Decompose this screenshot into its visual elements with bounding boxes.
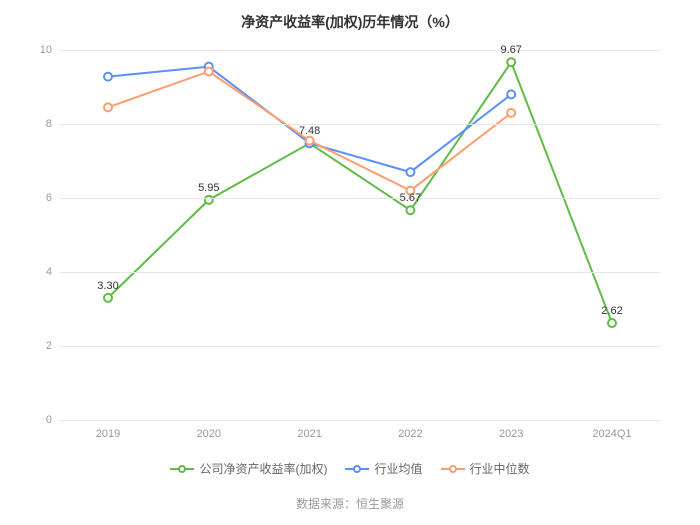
y-tick-label: 8	[46, 118, 52, 130]
data-label: 5.67	[400, 192, 421, 204]
legend: 公司净资产收益率(加权) 行业均值 行业中位数	[0, 460, 700, 477]
y-tick-label: 6	[46, 192, 52, 204]
data-point	[306, 137, 314, 145]
data-point	[406, 168, 414, 176]
legend-item[interactable]: 公司净资产收益率(加权)	[170, 460, 327, 477]
data-label: 9.67	[500, 44, 521, 56]
data-label: 5.95	[198, 182, 219, 194]
legend-item[interactable]: 行业中位数	[441, 460, 530, 477]
data-label: 2.62	[601, 305, 622, 317]
data-label: 3.30	[97, 280, 118, 292]
legend-label: 公司净资产收益率(加权)	[199, 460, 327, 477]
gridline	[60, 50, 660, 51]
lines-layer	[60, 50, 660, 420]
gridline	[60, 198, 660, 199]
y-tick-label: 10	[40, 44, 52, 56]
plot-area: 0246810201920202021202220232024Q13.305.9…	[60, 50, 660, 420]
legend-swatch	[441, 463, 465, 475]
x-tick-label: 2024Q1	[592, 428, 631, 440]
chart-title: 净资产收益率(加权)历年情况（%）	[0, 0, 700, 32]
data-point	[507, 109, 515, 117]
legend-label: 行业中位数	[470, 460, 530, 477]
legend-label: 行业均值	[374, 460, 422, 477]
x-tick-label: 2023	[499, 428, 523, 440]
data-source-note: 数据来源：恒生聚源	[0, 495, 700, 512]
legend-swatch	[170, 463, 194, 475]
x-tick-label: 2022	[398, 428, 422, 440]
data-point	[104, 294, 112, 302]
data-point	[507, 58, 515, 66]
x-tick-label: 2020	[197, 428, 221, 440]
gridline	[60, 272, 660, 273]
legend-item[interactable]: 行业均值	[345, 460, 422, 477]
data-point	[608, 319, 616, 327]
data-point	[507, 90, 515, 98]
gridline	[60, 346, 660, 347]
data-point	[205, 67, 213, 75]
x-tick-label: 2019	[96, 428, 120, 440]
y-tick-label: 4	[46, 266, 52, 278]
data-point	[406, 206, 414, 214]
y-tick-label: 2	[46, 340, 52, 352]
data-label: 7.48	[299, 125, 320, 137]
y-tick-label: 0	[46, 414, 52, 426]
data-point	[104, 73, 112, 81]
series-line	[108, 67, 511, 172]
gridline	[60, 420, 660, 421]
legend-swatch	[345, 463, 369, 475]
data-point	[104, 103, 112, 111]
chart-container: 净资产收益率(加权)历年情况（%） 0246810201920202021202…	[0, 0, 700, 525]
series-line	[108, 62, 612, 323]
x-tick-label: 2021	[297, 428, 321, 440]
gridline	[60, 124, 660, 125]
